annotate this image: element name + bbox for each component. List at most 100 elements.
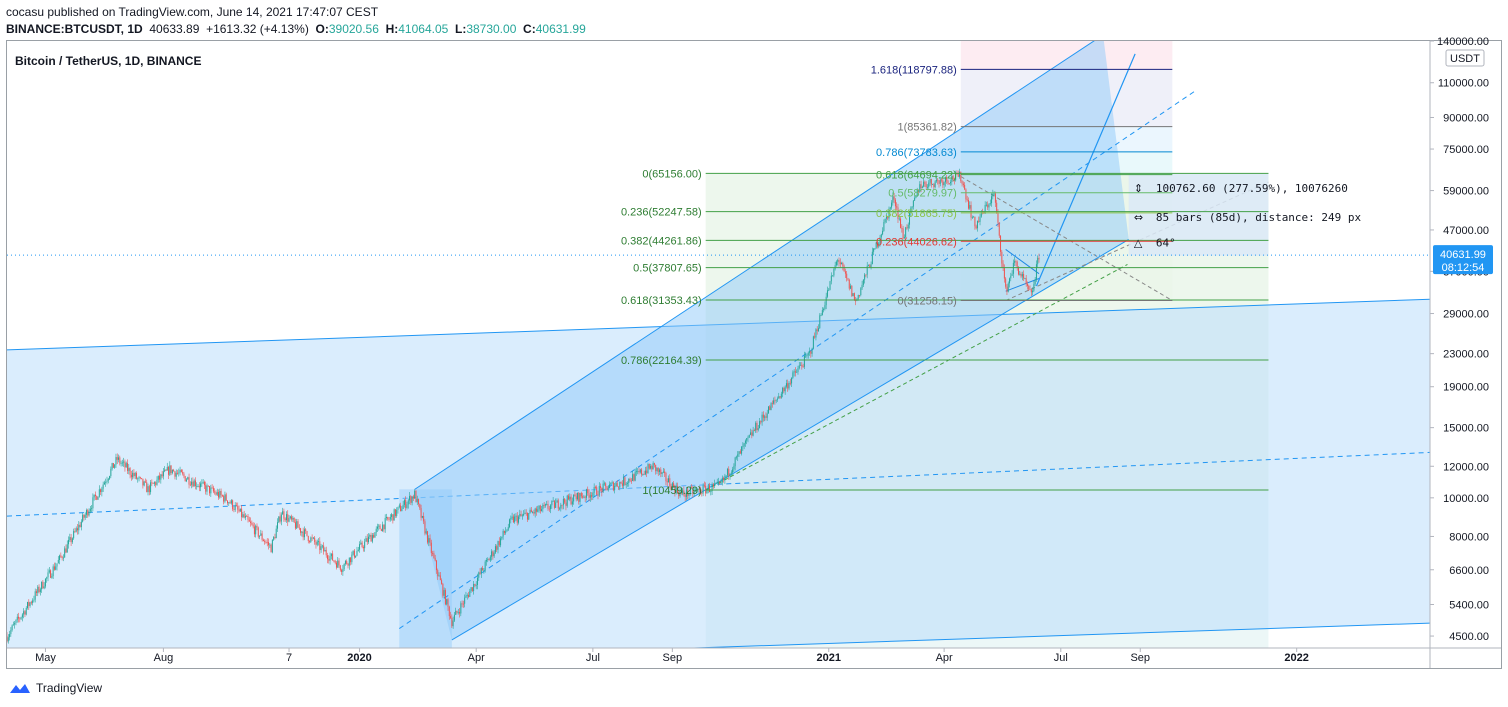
candle-body <box>739 451 741 454</box>
candle-body <box>971 217 973 219</box>
candle-body <box>550 505 552 510</box>
candle-body <box>148 486 150 493</box>
candle-body <box>474 583 476 586</box>
candle-body <box>532 512 534 513</box>
candle-body <box>852 293 854 297</box>
candle-body <box>878 242 880 247</box>
candle-body <box>542 504 544 510</box>
candle-body <box>328 559 330 561</box>
candle-body <box>170 465 172 474</box>
candle-body <box>83 514 85 518</box>
candle-body <box>397 506 399 510</box>
candle-body <box>893 196 895 200</box>
candle-body <box>997 213 999 223</box>
candle-body <box>23 611 25 615</box>
candle-body <box>127 463 129 471</box>
candle-body <box>685 489 687 497</box>
candle-body <box>594 487 596 488</box>
candle-body <box>350 557 352 563</box>
candle-body <box>689 487 691 494</box>
candle-body <box>398 505 400 507</box>
candle-body <box>434 557 436 561</box>
candle-body <box>482 568 484 571</box>
candle-body <box>42 581 44 589</box>
candle-body <box>191 481 193 485</box>
candle-body <box>651 466 653 470</box>
candle-body <box>523 513 525 516</box>
candle-body <box>165 469 167 471</box>
candle-body <box>884 218 886 223</box>
candle-body <box>455 610 457 615</box>
candle-body <box>135 472 137 479</box>
candle-body <box>193 480 195 487</box>
candle-body <box>774 400 776 402</box>
candle-body <box>646 470 648 474</box>
candle-body <box>430 542 432 554</box>
candle-body <box>876 242 878 247</box>
candle-body <box>734 457 736 467</box>
candle-body <box>129 468 131 475</box>
candle-body <box>910 208 912 213</box>
candle-body <box>255 525 257 535</box>
candle-body <box>557 500 559 509</box>
candle-body <box>798 365 800 369</box>
candle-body <box>812 336 814 349</box>
candle-body <box>194 480 196 487</box>
candle-body <box>420 508 422 518</box>
candle-body <box>334 561 336 563</box>
candle-body <box>673 483 675 487</box>
candle-body <box>192 481 194 487</box>
candle-body <box>459 612 461 614</box>
chart-frame[interactable] <box>6 40 1502 669</box>
candle-body <box>719 481 721 483</box>
candle-body <box>164 469 166 472</box>
candle-body <box>82 514 84 522</box>
candle-body <box>242 514 244 518</box>
candle-body <box>648 464 650 469</box>
candle-body <box>730 472 732 474</box>
candle-body <box>787 383 789 389</box>
candle-body <box>742 446 744 448</box>
candle-body <box>1025 278 1027 285</box>
candle-body <box>726 468 728 476</box>
candle-body <box>1000 235 1002 252</box>
candle-body <box>529 509 531 514</box>
candle-body <box>438 575 440 577</box>
candle-body <box>894 199 896 207</box>
candle-body <box>973 216 975 218</box>
candle-body <box>606 486 608 491</box>
candle-body <box>371 535 373 542</box>
candle-body <box>118 457 120 460</box>
candle-body <box>610 483 612 485</box>
candle-body <box>12 624 14 626</box>
candle-body <box>643 473 645 475</box>
candle-body <box>600 486 602 488</box>
candle-body <box>710 491 712 493</box>
candle-body <box>505 531 507 533</box>
candle-body <box>842 262 844 267</box>
candle-body <box>468 595 470 597</box>
candle-body <box>780 393 782 398</box>
candle-body <box>779 396 781 398</box>
candle-body <box>892 196 894 203</box>
candle-body <box>502 530 504 537</box>
candle-body <box>259 535 261 537</box>
candle-body <box>297 521 299 528</box>
candle-body <box>266 541 268 543</box>
candle-body <box>729 473 731 476</box>
candle-body <box>388 519 390 520</box>
candle-body <box>303 529 305 538</box>
candle-body <box>316 541 318 545</box>
candle-body <box>110 468 112 477</box>
candle-body <box>1037 257 1039 265</box>
candle-body <box>162 471 164 477</box>
candle-body <box>189 484 191 486</box>
candle-body <box>43 586 45 589</box>
fib-extension-label-2: 0.786(73783.63) <box>876 147 957 159</box>
candle-body <box>39 589 41 593</box>
candle-body <box>234 505 236 510</box>
candle-body <box>669 478 671 486</box>
candle-body <box>839 262 841 265</box>
candle-body <box>706 489 708 494</box>
